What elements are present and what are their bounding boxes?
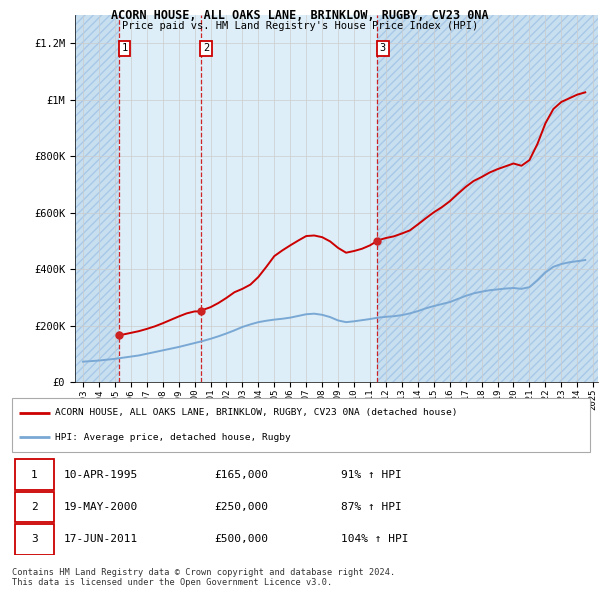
Bar xyxy=(75,15,119,382)
Text: 1: 1 xyxy=(31,470,38,480)
Text: 17-JUN-2011: 17-JUN-2011 xyxy=(64,535,138,545)
Text: £250,000: £250,000 xyxy=(214,502,268,512)
Text: HPI: Average price, detached house, Rugby: HPI: Average price, detached house, Rugb… xyxy=(55,433,291,442)
Text: 10-APR-1995: 10-APR-1995 xyxy=(64,470,138,480)
Bar xyxy=(119,15,377,382)
FancyBboxPatch shape xyxy=(15,460,54,490)
Text: 3: 3 xyxy=(380,43,386,53)
Text: 2: 2 xyxy=(31,502,38,512)
Text: 87% ↑ HPI: 87% ↑ HPI xyxy=(341,502,402,512)
Bar xyxy=(377,15,600,382)
Text: ACORN HOUSE, ALL OAKS LANE, BRINKLOW, RUGBY, CV23 0NA: ACORN HOUSE, ALL OAKS LANE, BRINKLOW, RU… xyxy=(111,9,489,22)
Text: 1: 1 xyxy=(122,43,128,53)
Text: 3: 3 xyxy=(31,535,38,545)
Text: 19-MAY-2000: 19-MAY-2000 xyxy=(64,502,138,512)
Text: Contains HM Land Registry data © Crown copyright and database right 2024.
This d: Contains HM Land Registry data © Crown c… xyxy=(12,568,395,587)
Text: 91% ↑ HPI: 91% ↑ HPI xyxy=(341,470,402,480)
Text: 2: 2 xyxy=(203,43,209,53)
Text: Price paid vs. HM Land Registry's House Price Index (HPI): Price paid vs. HM Land Registry's House … xyxy=(122,21,478,31)
FancyBboxPatch shape xyxy=(15,492,54,522)
Text: £165,000: £165,000 xyxy=(214,470,268,480)
Text: ACORN HOUSE, ALL OAKS LANE, BRINKLOW, RUGBY, CV23 0NA (detached house): ACORN HOUSE, ALL OAKS LANE, BRINKLOW, RU… xyxy=(55,408,458,417)
FancyBboxPatch shape xyxy=(15,524,54,555)
FancyBboxPatch shape xyxy=(12,398,590,452)
Text: £500,000: £500,000 xyxy=(214,535,268,545)
Text: 104% ↑ HPI: 104% ↑ HPI xyxy=(341,535,409,545)
